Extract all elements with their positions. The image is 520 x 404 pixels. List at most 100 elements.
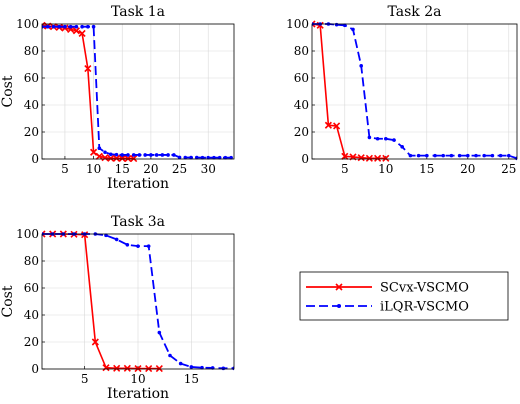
x-tick-label: 5 — [341, 162, 349, 176]
y-tick-label: 100 — [16, 17, 39, 31]
data-point — [194, 155, 199, 160]
data-point — [84, 64, 92, 73]
data-point — [425, 153, 429, 158]
data-point — [123, 364, 131, 372]
data-point — [90, 148, 98, 156]
y-tick-label: 0 — [31, 152, 39, 166]
y-tick-label: 60 — [24, 71, 39, 85]
data-point — [433, 153, 437, 158]
data-point — [78, 29, 86, 38]
data-point — [113, 364, 121, 372]
data-point — [143, 153, 147, 157]
data-point — [68, 24, 73, 29]
data-point — [154, 153, 159, 157]
data-point — [118, 154, 126, 163]
data-point — [157, 330, 162, 335]
data-point — [324, 121, 332, 129]
y-tick-label: 100 — [16, 227, 39, 241]
x-tick-label: 10 — [378, 162, 393, 176]
y-axis-label: Cost — [0, 75, 16, 107]
data-point — [95, 152, 103, 160]
axes-frame — [311, 23, 518, 160]
legend-item: SCvx-VSCMO — [306, 281, 469, 296]
legend-marker — [335, 283, 343, 291]
chart-title: Task 3a — [111, 214, 165, 230]
data-point — [145, 365, 153, 373]
data-point — [51, 24, 56, 29]
chart-title: Task 2a — [388, 4, 442, 20]
data-point — [416, 153, 421, 158]
series-line — [42, 25, 232, 159]
data-point — [124, 155, 132, 163]
y-tick-label: 0 — [31, 362, 39, 376]
data-point — [212, 155, 216, 160]
data-point — [177, 155, 182, 160]
y-tick-label: 20 — [24, 335, 39, 349]
axes-frame — [41, 23, 235, 160]
data-point — [200, 155, 205, 160]
data-point — [229, 155, 233, 160]
data-point — [103, 150, 107, 155]
data-point — [74, 24, 79, 29]
data-point — [498, 153, 503, 158]
y-tick-label: 40 — [294, 98, 309, 112]
series-line — [42, 233, 160, 370]
data-point — [104, 233, 108, 238]
y-tick-label: 20 — [294, 125, 309, 139]
data-point — [384, 136, 388, 141]
data-point — [146, 244, 151, 248]
data-point — [72, 27, 80, 35]
data-point — [449, 153, 454, 158]
data-point — [136, 244, 140, 248]
data-point — [507, 153, 511, 158]
data-point — [351, 27, 355, 32]
data-point — [107, 154, 115, 162]
chart-panel-3: 5 10 15 0 20 40 60 80 100 Task 3a Iteration Cost — [0, 214, 235, 402]
legend-item: iLQR-VSCMO — [306, 300, 469, 315]
data-point — [42, 230, 46, 238]
data-point — [312, 20, 316, 28]
data-point — [114, 237, 119, 242]
data-point — [160, 153, 165, 157]
data-point — [457, 153, 462, 158]
x-tick-label: 15 — [419, 162, 434, 176]
y-tick-label: 20 — [24, 125, 39, 139]
data-point — [221, 366, 226, 371]
data-point — [57, 24, 61, 29]
data-point — [149, 153, 153, 157]
series-line — [42, 24, 134, 160]
data-point — [400, 145, 405, 149]
x-tick-label: 15 — [184, 372, 199, 386]
y-tick-label: 40 — [24, 308, 39, 322]
data-point — [134, 365, 142, 373]
data-point — [343, 23, 347, 28]
data-point — [155, 365, 163, 373]
data-point — [80, 24, 84, 29]
data-point — [333, 122, 341, 130]
x-axis-label: Iteration — [107, 176, 169, 192]
data-point — [45, 24, 50, 29]
x-tick-label: 20 — [143, 162, 158, 176]
data-point — [86, 24, 90, 29]
data-point — [367, 135, 372, 140]
x-tick-label: 10 — [130, 372, 145, 386]
data-point — [168, 353, 172, 358]
x-tick-label: 25 — [172, 162, 187, 176]
data-point — [189, 365, 194, 369]
data-point — [91, 338, 99, 346]
data-point — [125, 243, 130, 247]
data-point — [172, 153, 176, 157]
data-point — [482, 153, 487, 158]
x-tick-label: 5 — [81, 372, 89, 386]
data-point — [490, 153, 495, 158]
data-point — [375, 136, 380, 141]
y-tick-label: 80 — [24, 44, 39, 58]
data-point — [108, 152, 113, 157]
data-point — [166, 153, 170, 157]
y-axis-label: Cost — [0, 285, 16, 317]
y-tick-label: 80 — [24, 254, 39, 268]
data-point — [97, 146, 102, 150]
data-point — [217, 155, 222, 160]
y-tick-label: 60 — [24, 281, 39, 295]
y-tick-label: 100 — [286, 17, 309, 31]
